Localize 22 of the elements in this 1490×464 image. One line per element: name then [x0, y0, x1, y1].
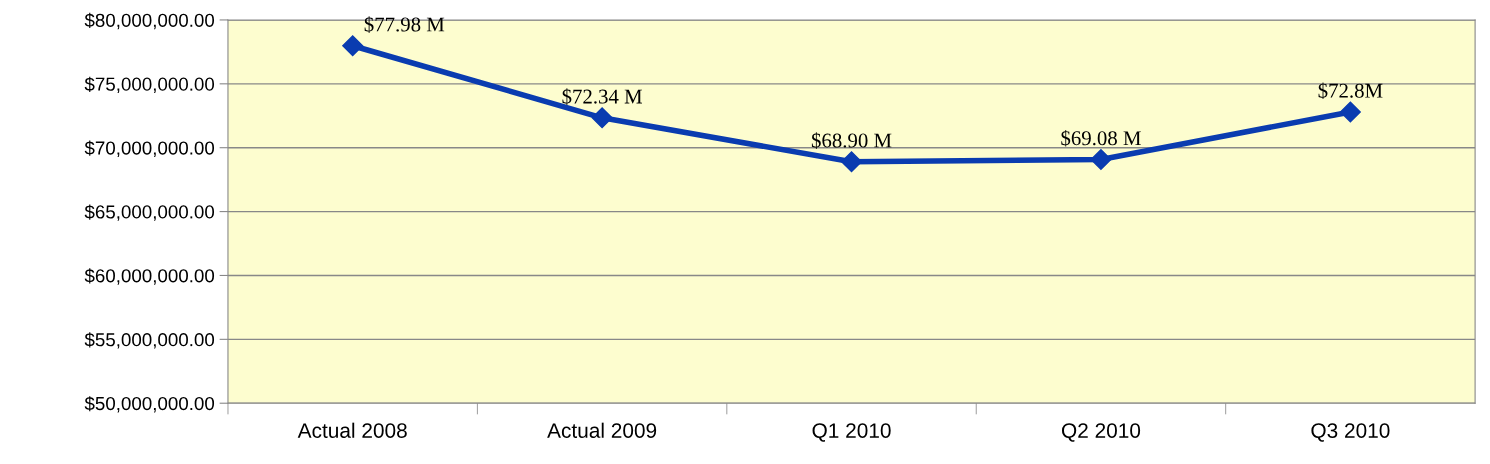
y-tick-label: $70,000,000.00	[84, 140, 215, 157]
data-label: $72.8M	[1318, 82, 1383, 100]
point	[591, 107, 613, 129]
data-label: $68.90 M	[811, 132, 892, 149]
y-tick-label: $65,000,000.00	[84, 204, 215, 221]
data-label: $77.98 M	[364, 16, 445, 33]
x-tick-label: Q2 2010	[1061, 423, 1141, 442]
x-tick-label: Q3 2010	[1311, 423, 1390, 442]
x-tick-label: Actual 2009	[547, 422, 657, 438]
point	[1339, 101, 1361, 123]
data-label: $72.34 M	[562, 88, 643, 105]
y-tick-label: $80,000,000.00	[84, 12, 215, 30]
y-tick-label: $75,000,000.00	[84, 76, 215, 94]
data-label: $69.08 M	[1061, 129, 1141, 147]
point	[841, 151, 863, 173]
y-tick-label: $55,000,000.00	[84, 332, 215, 349]
point	[1090, 148, 1112, 170]
point	[342, 35, 364, 57]
x-tick-label: Q1 2010	[812, 423, 891, 442]
y-tick-label: $50,000,000.00	[84, 396, 215, 413]
y-tick-label: $60,000,000.00	[84, 268, 215, 285]
x-tick-label: Actual 2008	[297, 422, 407, 438]
